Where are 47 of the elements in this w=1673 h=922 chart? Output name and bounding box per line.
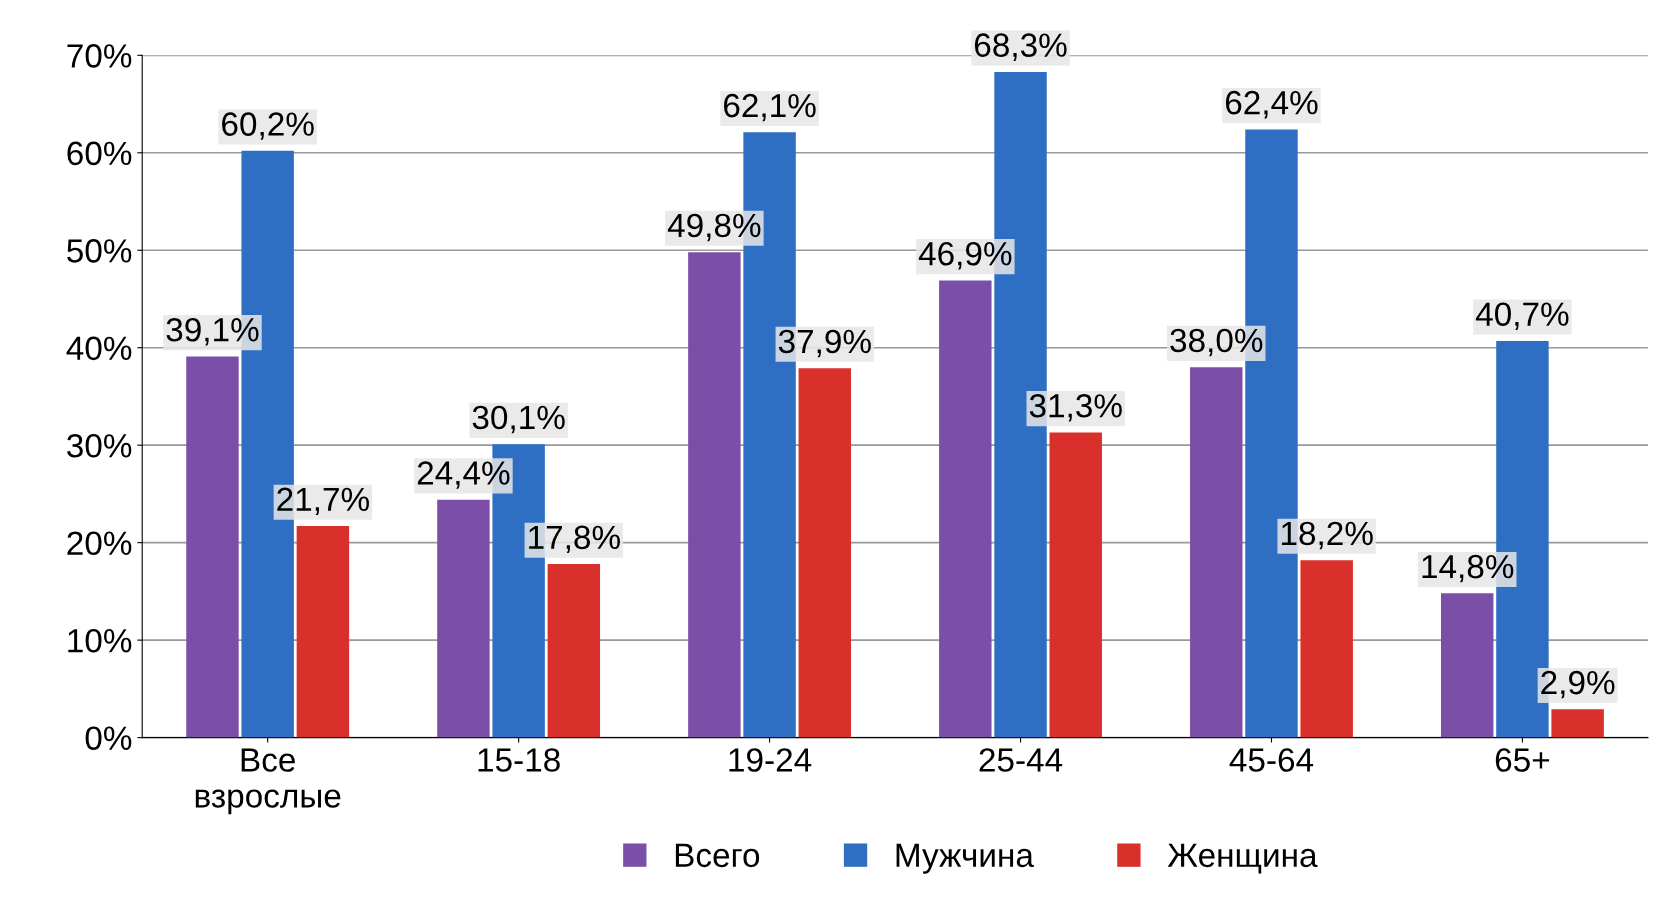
data-label: 24,4% [417,461,510,489]
data-label: 18,2% [1281,521,1373,550]
y-tick-label: 30% [67,434,132,458]
data-label: 40,7% [1475,302,1569,330]
bar [939,280,992,738]
x-tick-label: 19-24 [729,748,812,772]
data-label: 39,1% [166,317,259,346]
data-label: 21,7% [277,487,369,516]
bar [1049,432,1102,738]
data-label: 17,8% [529,525,620,554]
bar [1300,560,1353,738]
bar [1441,593,1494,738]
data-label: 68,3% [974,33,1067,61]
bar [1551,709,1604,738]
legend-label: Женщина [1167,843,1318,874]
y-tick-label: 20% [67,531,132,556]
x-tick-label: Все взрослые [195,748,341,815]
bar [186,356,239,738]
data-label: 62,1% [724,93,816,122]
data-label: 49,8% [667,213,761,242]
data-label: 31,3% [1029,394,1122,422]
y-tick-label: 50% [67,239,132,263]
legend-label: Всего [675,843,760,868]
bar [296,526,350,738]
bar [798,368,852,738]
y-tick-label: 10% [68,628,132,653]
data-label: 46,9% [918,241,1012,270]
data-label: 37,9% [778,329,871,358]
bar [547,564,601,738]
y-tick-label: 70% [67,44,132,68]
bar [1190,367,1243,738]
x-tick-label: 65+ [1495,748,1550,772]
data-label: 38,0% [1170,328,1263,357]
data-label: 30,1% [472,405,565,434]
y-tick-label: 60% [67,141,132,166]
data-label: 14,8% [1422,554,1514,583]
data-label: 62,4% [1225,90,1318,119]
x-tick-label: 45-64 [1229,748,1314,772]
y-tick-label: 0% [85,726,132,751]
bar [688,252,741,738]
y-tick-label: 40% [66,336,132,361]
x-tick-label: 25-44 [979,748,1063,772]
bar [437,499,490,738]
x-tick-label: 15-18 [478,748,560,772]
data-label: 60,2% [222,112,314,140]
legend-label: Мужчина [896,843,1034,874]
data-label: 2,9% [1541,670,1615,699]
